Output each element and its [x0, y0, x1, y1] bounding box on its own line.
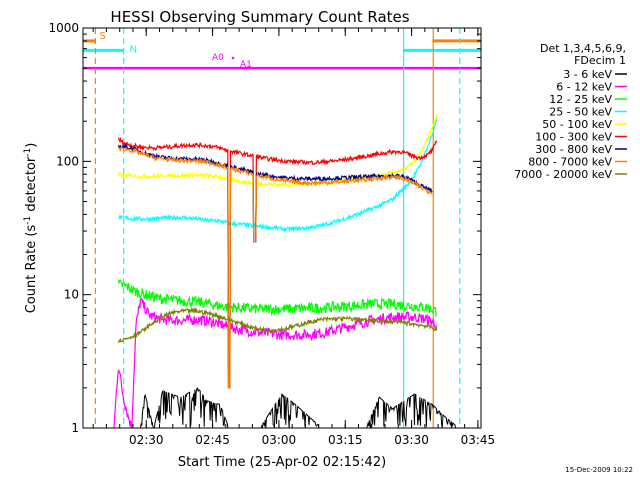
x-tick-label-4: 03:30 — [394, 433, 429, 447]
legend-header-line2: FDecim 1 — [574, 54, 626, 67]
plot-frame — [82, 27, 482, 429]
y-axis-label: Count Rate (s-1 detector-1) — [23, 143, 39, 314]
series-line-6 — [117, 143, 433, 389]
legend-label-4: 50 - 100 keV — [542, 118, 612, 131]
y-axis-label-suffix: ) — [24, 143, 39, 148]
legend-label-5: 100 - 300 keV — [535, 131, 612, 144]
legend-label-6: 300 - 800 keV — [535, 143, 612, 156]
annotation-A0: A0 — [212, 53, 224, 63]
x-tick-label-2: 03:00 — [262, 433, 297, 447]
series-line-7 — [118, 146, 433, 389]
legend-label-7: 800 - 7000 keV — [528, 156, 612, 169]
legend-label-1: 6 - 12 keV — [556, 81, 612, 94]
generated-timestamp: 15-Dec-2009 10:22 — [565, 466, 633, 474]
series-line-4 — [117, 113, 438, 389]
annotation-dot — [231, 56, 235, 60]
plot-area: S N A0 A1 — [83, 28, 481, 430]
attenuator-label-N: N — [130, 44, 137, 55]
series-line-1 — [113, 297, 437, 429]
series-line-5 — [117, 136, 438, 389]
legend-label-3: 25 - 50 keV — [549, 106, 612, 119]
x-tick-label-3: 03:15 — [328, 433, 363, 447]
x-tick-label-0: 02:30 — [129, 433, 164, 447]
legend-label-2: 12 - 25 keV — [549, 93, 612, 106]
x-tick-label-1: 02:45 — [195, 433, 230, 447]
x-axis-ticks: 02:30 02:45 03:00 03:15 03:30 03:45 — [92, 28, 496, 447]
y-tick-label-1: 10 — [64, 288, 79, 302]
y-tick-label-0: 1 — [71, 421, 79, 435]
legend-label-0: 3 - 6 keV — [563, 68, 612, 81]
chart-title: HESSI Observing Summary Count Rates — [110, 8, 409, 26]
y-axis-label-prefix: Count Rate (s — [24, 225, 39, 314]
series-line-2 — [117, 279, 438, 318]
x-tick-label-5: 03:45 — [461, 433, 496, 447]
attenuator-label-S: S — [99, 31, 105, 42]
annotation-A1: A1 — [240, 60, 252, 70]
legend-label-8: 7000 - 20000 keV — [514, 168, 612, 181]
legend-header-line1: Det 1,3,4,5,6,9, — [540, 42, 626, 55]
y-tick-label-2: 100 — [56, 154, 79, 168]
series-line-0 — [114, 387, 459, 430]
x-axis-label: Start Time (25-Apr-02 02:15:42) — [178, 455, 386, 470]
y-tick-label-3: 1000 — [48, 21, 79, 35]
y-axis-label-mid: detector — [24, 156, 39, 216]
y-axis-label-sup1: -1 — [23, 216, 33, 225]
series-line-3 — [118, 117, 438, 234]
y-axis-label-sup2: -1 — [23, 148, 33, 157]
series-line-8 — [117, 306, 438, 343]
